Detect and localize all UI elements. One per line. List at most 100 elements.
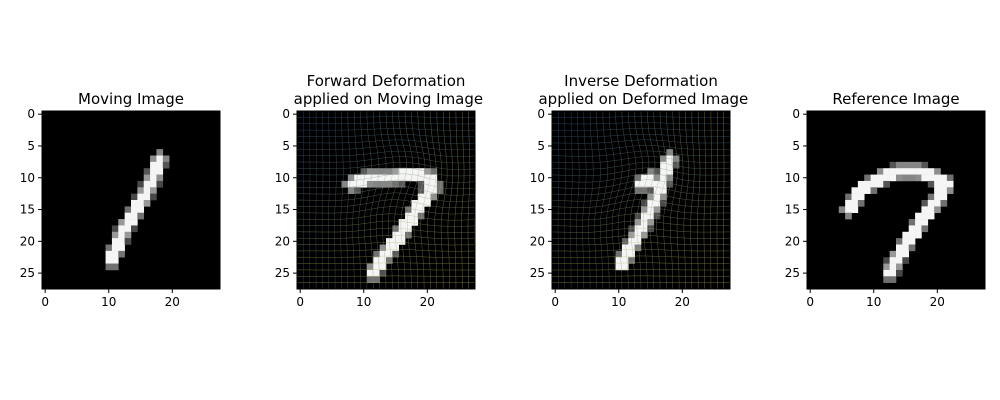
image-pixel <box>660 161 667 169</box>
image-pixel <box>946 180 954 188</box>
image-pixel <box>131 193 138 201</box>
image-pixel <box>666 174 674 182</box>
image-pixel <box>124 206 132 214</box>
image-pixel <box>105 263 113 271</box>
x-tick-label: 0 <box>296 295 304 309</box>
image-pixel <box>379 168 387 175</box>
y-tick-label: 25 <box>275 266 290 280</box>
image-pixel <box>896 263 903 271</box>
image-pixel <box>940 193 948 201</box>
grid-line-vertical <box>434 110 442 289</box>
image-pixel <box>430 168 438 175</box>
grid-line-vertical <box>394 110 407 289</box>
y-tick-label: 15 <box>530 203 545 217</box>
image-pixel <box>373 174 380 182</box>
image-pixel <box>143 200 151 207</box>
image-pixel <box>876 180 884 188</box>
image-pixel <box>889 257 897 264</box>
image-pixel <box>341 180 349 188</box>
image-pixel <box>946 187 954 194</box>
image-pixel <box>360 174 368 182</box>
image-pixel <box>634 219 642 226</box>
image-pixel <box>927 212 935 220</box>
image-pixel <box>105 250 113 258</box>
y-tick-label: 5 <box>537 139 545 153</box>
x-tick-label: 10 <box>866 295 881 309</box>
image-pixel <box>150 161 157 169</box>
x-tick-label: 0 <box>41 295 49 309</box>
image-pixel <box>666 168 674 175</box>
panel-title-line: Inverse Deformation <box>564 72 718 90</box>
image-pixel <box>118 225 125 233</box>
image-pixel <box>392 250 400 258</box>
grid-line-horizontal <box>551 199 730 208</box>
image-pixel <box>373 269 380 277</box>
image-pixel <box>131 212 138 220</box>
image-pixel <box>641 174 648 182</box>
y-tick-label: 25 <box>530 266 545 280</box>
image-pixel <box>889 161 897 169</box>
image-pixel <box>162 161 170 169</box>
image-pixel <box>864 180 871 188</box>
grid-line-vertical <box>467 111 471 289</box>
image-pixel <box>354 180 361 188</box>
grid-line-horizontal <box>552 192 731 202</box>
image-pixel <box>392 244 400 252</box>
x-tick-label: 10 <box>356 295 371 309</box>
image-pixel <box>137 206 145 214</box>
image-pixel <box>131 219 138 226</box>
axes-frame <box>296 110 476 290</box>
image-pixel <box>883 263 890 271</box>
image-pixel <box>354 174 361 182</box>
image-pixel <box>398 180 406 188</box>
image-pixel <box>896 250 903 258</box>
grid-line-horizontal <box>297 269 475 271</box>
image-pixel <box>150 180 157 188</box>
image-pixel <box>915 161 922 169</box>
image-pixel <box>398 219 406 226</box>
grid-line-horizontal <box>297 192 476 202</box>
image-pixel <box>940 180 948 188</box>
y-tick-label: 20 <box>275 234 290 248</box>
image-pixel <box>896 161 903 169</box>
panel-4: 0 10 20 0 5 10 15 20 25 Reference Image <box>785 90 986 309</box>
y-tick-label: 5 <box>792 139 800 153</box>
image-pixel <box>156 155 164 163</box>
image-pixel <box>641 219 648 226</box>
image-pixel <box>902 174 910 182</box>
image-pixel <box>111 263 119 271</box>
image-pixel <box>111 225 119 233</box>
image-pixel <box>666 149 674 156</box>
y-tick-label: 0 <box>27 107 35 121</box>
image-pixel <box>908 225 916 233</box>
image-pixel <box>131 200 138 207</box>
image-pixel <box>672 161 680 169</box>
grid-line-vertical <box>447 111 453 290</box>
image-pixel <box>137 187 145 194</box>
image-pixel <box>660 168 667 175</box>
image-pixel <box>379 174 387 182</box>
image-pixel <box>902 244 910 252</box>
image-pixel <box>621 244 629 252</box>
image-pixel <box>896 168 903 175</box>
image-pixel <box>896 257 903 264</box>
image-pixel <box>386 180 393 188</box>
image-pixel <box>628 250 635 258</box>
image-pixel <box>857 193 865 201</box>
grid-line-vertical <box>723 111 725 289</box>
image-pixel <box>647 219 655 226</box>
image-pixel <box>111 250 119 258</box>
image-pixel <box>864 187 871 194</box>
image-pixel <box>615 257 623 264</box>
image-pixel <box>889 263 897 271</box>
image-pixel <box>398 174 406 182</box>
image-pixel <box>143 180 151 188</box>
image-pixel <box>411 200 419 207</box>
image-pixel <box>386 250 393 258</box>
image-pixel <box>156 149 164 156</box>
grid-line-horizontal <box>297 206 475 215</box>
panel-title: Forward Deformation applied on Moving Im… <box>289 72 483 108</box>
grid-line-horizontal <box>297 213 475 221</box>
y-tick-label: 20 <box>20 234 35 248</box>
